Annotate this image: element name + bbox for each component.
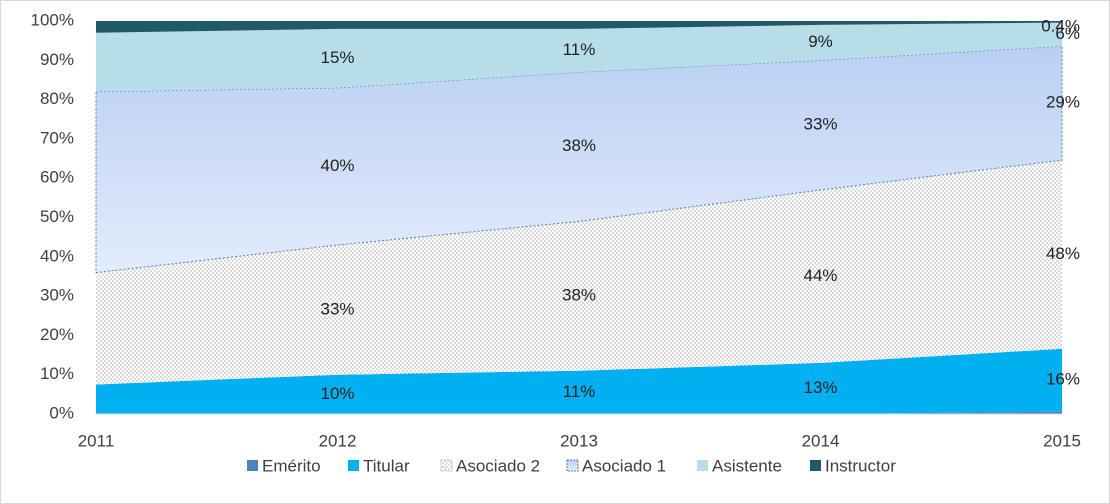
y-tick-label: 50% (40, 207, 74, 226)
value-label: 44% (803, 266, 837, 285)
value-label: 29% (1046, 93, 1080, 112)
legend-label: Titular (363, 456, 410, 475)
y-tick-label: 30% (40, 286, 74, 305)
y-tick-label: 10% (40, 364, 74, 383)
value-label: 10% (320, 384, 354, 403)
legend-swatch (810, 460, 821, 471)
x-tick-label: 2012 (319, 431, 357, 450)
legend-swatch (697, 460, 708, 471)
value-label: 48% (1046, 244, 1080, 263)
value-label: 33% (803, 115, 837, 134)
legend-label: Asociado 2 (456, 456, 540, 475)
area (95, 45, 1063, 274)
x-tick-label: 2011 (78, 431, 115, 450)
y-tick-label: 40% (40, 246, 74, 265)
y-tick-label: 80% (40, 89, 74, 108)
legend-label: Emérito (262, 456, 321, 475)
legend-label: Instructor (825, 456, 896, 475)
y-tick-label: 60% (40, 168, 74, 187)
x-tick-label: 2015 (1043, 431, 1081, 450)
y-tick-label: 70% (40, 128, 74, 147)
value-label: 38% (562, 286, 596, 305)
value-label: 16% (1046, 370, 1080, 389)
legend-swatch (348, 460, 359, 471)
value-label: 11% (563, 40, 596, 59)
value-label: 6% (1055, 24, 1080, 43)
y-tick-label: 20% (40, 325, 74, 344)
value-label: 9% (808, 32, 833, 51)
value-label: 0.4% (1041, 16, 1080, 35)
area (96, 21, 1062, 33)
y-tick-label: 0% (49, 403, 74, 422)
legend-label: Asistente (712, 456, 782, 475)
x-tick-label: 2013 (560, 431, 598, 450)
area (96, 160, 1062, 385)
value-label: 15% (320, 48, 354, 67)
x-tick-label: 2014 (802, 431, 840, 450)
value-label: 40% (320, 156, 354, 175)
y-tick-label: 90% (40, 50, 74, 69)
area (96, 22, 1062, 92)
value-label: 38% (562, 136, 596, 155)
value-label: 13% (803, 378, 837, 397)
legend-label: Asociado 1 (582, 456, 666, 475)
area (96, 348, 1062, 414)
y-tick-label: 100% (31, 10, 74, 29)
legend-swatch (566, 459, 579, 472)
value-label: 33% (320, 299, 354, 318)
value-label: 11% (563, 382, 596, 401)
legend-swatch (440, 459, 453, 472)
legend-swatch (247, 460, 258, 471)
